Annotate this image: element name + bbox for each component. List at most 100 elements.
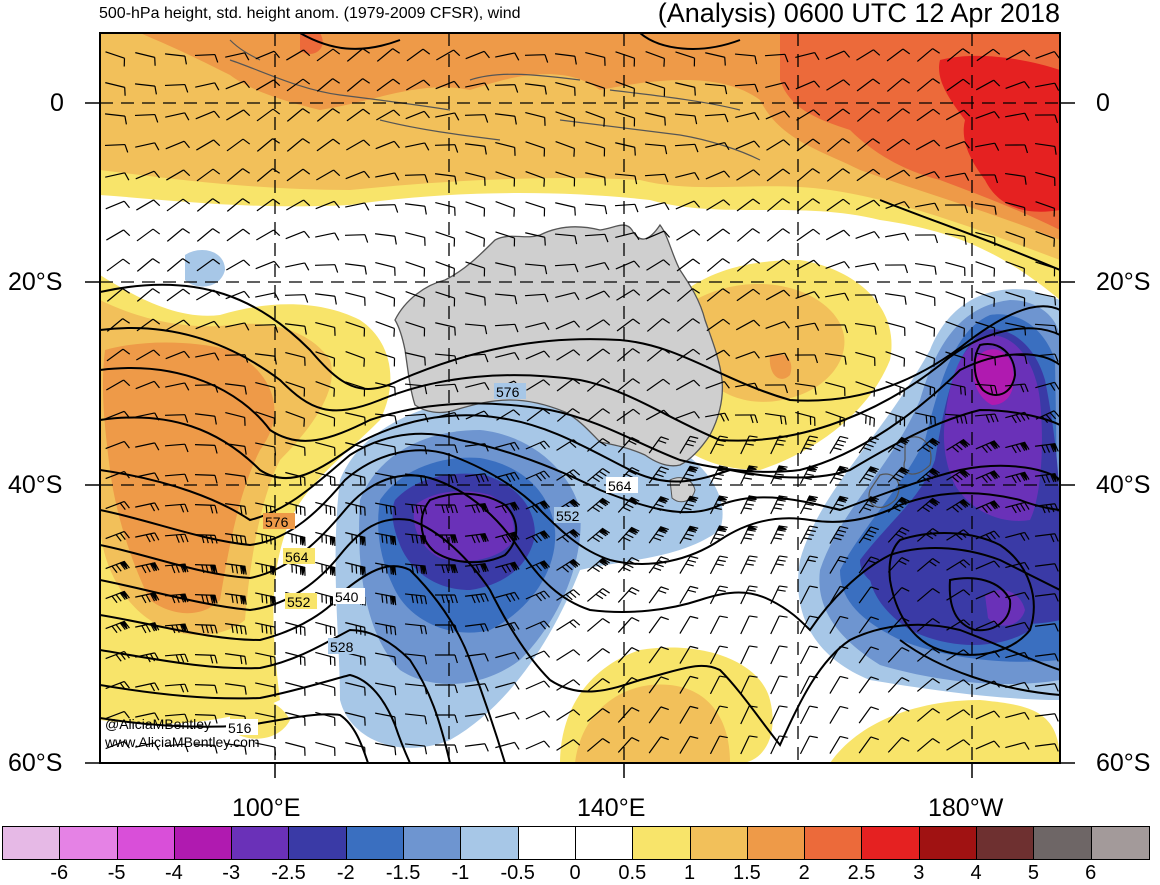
- wind-barb: [166, 319, 191, 331]
- wind-barb: [884, 264, 909, 274]
- colorbar-swatch: [117, 827, 175, 859]
- wind-barb: [494, 84, 519, 93]
- wind-barb: [916, 648, 940, 662]
- wind-barb: [945, 291, 966, 307]
- wind-barb: [105, 82, 126, 96]
- lat-label-20s-right: 20°S: [1096, 268, 1151, 296]
- contour-label: 576: [496, 384, 520, 400]
- wind-barb: [525, 141, 546, 157]
- wind-barb: [495, 621, 520, 631]
- wind-barb: [709, 615, 728, 635]
- wind-barb: [315, 681, 336, 696]
- wind-barb: [946, 709, 971, 721]
- wind-barb: [705, 170, 731, 180]
- wind-barb: [799, 495, 818, 515]
- wind-barb: [887, 436, 910, 453]
- wind-barb: [674, 143, 699, 153]
- wind-barb: [106, 288, 130, 302]
- wind-barb: [676, 348, 701, 362]
- wind-barb: [799, 705, 818, 725]
- wind-barb: [404, 413, 429, 423]
- wind-barb: [285, 741, 306, 756]
- wind-barb: [858, 556, 879, 574]
- wind-barb: [858, 496, 879, 514]
- wind-barb: [740, 435, 758, 455]
- wind-barb: [856, 78, 881, 92]
- wind-barb: [946, 498, 971, 513]
- wind-barb: [645, 409, 671, 421]
- wind-barb: [975, 110, 1000, 120]
- wind-barb: [648, 616, 669, 634]
- wind-barb: [135, 742, 160, 751]
- wind-barb: [829, 705, 849, 724]
- wind-barb: [555, 141, 575, 157]
- wind-barb: [375, 382, 396, 396]
- wind-barb: [946, 649, 971, 661]
- wind-barb: [1005, 172, 1027, 185]
- wind-barb: [586, 738, 610, 752]
- wind-barb: [495, 741, 520, 750]
- wind-barb: [465, 292, 486, 306]
- wind-barb: [315, 501, 336, 516]
- wind-barb: [615, 51, 636, 67]
- wind-barb: [255, 472, 277, 486]
- colorbar-tick-label: -2.5: [271, 862, 306, 884]
- wind-barb: [615, 260, 641, 270]
- wind-barb: [105, 710, 130, 720]
- colorbar-tick-label: -2: [336, 862, 355, 884]
- wind-barb: [465, 683, 489, 692]
- wind-barb: [194, 444, 218, 454]
- colorbar-tick-label: -1.5: [385, 862, 421, 884]
- wind-barb: [556, 528, 581, 543]
- wind-barb: [709, 585, 728, 605]
- wind-barb: [976, 48, 1001, 62]
- wind-barb: [615, 142, 636, 156]
- wind-barb: [285, 531, 306, 546]
- wind-barb: [255, 292, 280, 301]
- wind-barb: [1035, 623, 1059, 632]
- wind-barb: [974, 174, 999, 184]
- wind-barb: [614, 203, 639, 213]
- wind-barb: [765, 110, 791, 120]
- wind-barb: [285, 651, 306, 666]
- wind-barb: [676, 229, 701, 241]
- wind-barb: [555, 53, 577, 65]
- wind-barb: [344, 234, 369, 243]
- wind-barb: [616, 348, 640, 362]
- wind-barb: [105, 51, 126, 67]
- wind-barb: [824, 324, 849, 334]
- wind-barb: [887, 647, 910, 663]
- wind-barb: [975, 650, 1001, 660]
- wind-barb: [770, 465, 788, 485]
- wind-barb: [740, 705, 758, 725]
- wind-barb: [194, 744, 218, 754]
- wind-barb: [105, 680, 130, 691]
- wind-barb: [770, 435, 788, 455]
- wind-barb: [104, 113, 127, 125]
- colorbar-swatch: [1034, 827, 1092, 859]
- wind-barb: [679, 735, 699, 754]
- wind-barb: [887, 557, 910, 573]
- wind-barb: [495, 561, 520, 574]
- wind-barb: [196, 139, 221, 151]
- colorbar-tick-label: 1: [684, 862, 696, 884]
- wind-barb: [709, 705, 728, 725]
- wind-barb: [736, 288, 761, 302]
- wind-barb: [617, 557, 640, 573]
- wind-barb: [405, 261, 426, 277]
- wind-barb: [675, 51, 696, 67]
- colorbar-swatch: [977, 827, 1035, 859]
- wind-barb: [795, 382, 817, 395]
- wind-barb: [946, 589, 971, 601]
- wind-barb: [555, 292, 580, 301]
- wind-barb: [255, 442, 277, 456]
- wind-barb: [375, 682, 397, 696]
- wind-barb: [135, 412, 160, 421]
- wind-barb: [166, 198, 191, 212]
- wind-barb: [256, 79, 281, 91]
- wind-barb: [764, 53, 789, 63]
- wind-barb: [1005, 261, 1026, 277]
- wind-barb: [135, 142, 160, 151]
- wind-barb: [346, 108, 371, 122]
- wind-barb: [166, 258, 190, 272]
